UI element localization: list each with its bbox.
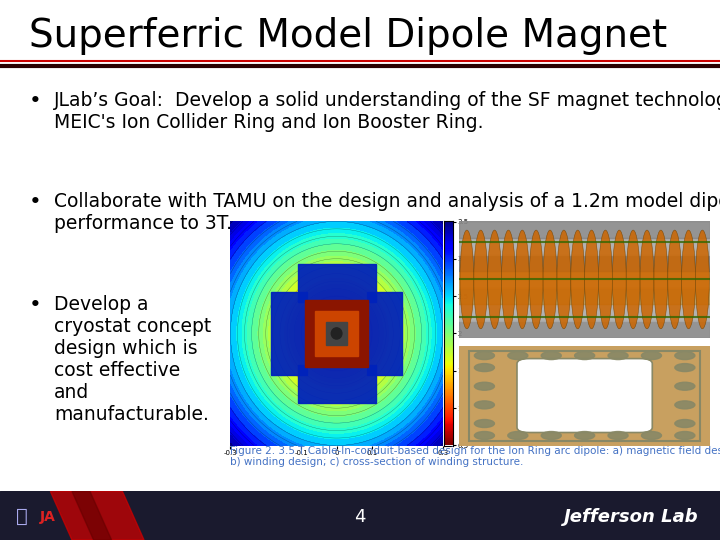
Text: •: • — [29, 192, 42, 212]
Ellipse shape — [598, 230, 612, 329]
Ellipse shape — [502, 230, 516, 329]
Bar — [297, 265, 376, 302]
Text: ⓘ: ⓘ — [16, 507, 27, 526]
Circle shape — [331, 328, 342, 339]
Ellipse shape — [543, 230, 557, 329]
Circle shape — [675, 420, 695, 428]
Circle shape — [508, 431, 528, 440]
Ellipse shape — [696, 230, 709, 329]
Bar — [326, 322, 347, 345]
Circle shape — [474, 382, 495, 390]
Circle shape — [541, 431, 562, 440]
FancyBboxPatch shape — [517, 359, 652, 433]
Bar — [459, 238, 710, 254]
Text: Develop a
cryostat concept
design which is
cost effective
and
manufacturable.: Develop a cryostat concept design which … — [54, 295, 211, 424]
Ellipse shape — [474, 230, 487, 329]
Bar — [459, 254, 710, 271]
Bar — [459, 221, 710, 238]
Ellipse shape — [557, 230, 571, 329]
Bar — [297, 365, 376, 402]
Ellipse shape — [487, 230, 501, 329]
Circle shape — [675, 431, 695, 440]
Text: •: • — [29, 295, 42, 315]
Circle shape — [675, 401, 695, 409]
Ellipse shape — [613, 230, 626, 329]
Circle shape — [474, 352, 495, 360]
Circle shape — [675, 363, 695, 372]
Circle shape — [675, 352, 695, 360]
Text: JA: JA — [40, 510, 55, 524]
Bar — [459, 321, 710, 338]
Circle shape — [508, 352, 528, 360]
Polygon shape — [50, 491, 144, 540]
Circle shape — [575, 352, 595, 360]
Ellipse shape — [668, 230, 682, 329]
Ellipse shape — [654, 230, 667, 329]
Ellipse shape — [529, 230, 543, 329]
Circle shape — [474, 420, 495, 428]
Ellipse shape — [640, 230, 654, 329]
Text: Superferric Model Dipole Magnet: Superferric Model Dipole Magnet — [29, 17, 667, 55]
Ellipse shape — [516, 230, 529, 329]
Circle shape — [541, 352, 562, 360]
Ellipse shape — [682, 230, 696, 329]
Bar — [305, 300, 369, 367]
Text: Jefferson Lab: Jefferson Lab — [564, 508, 698, 525]
Circle shape — [474, 363, 495, 372]
Ellipse shape — [585, 230, 598, 329]
Circle shape — [474, 401, 495, 409]
Circle shape — [642, 431, 662, 440]
Bar — [271, 292, 307, 375]
Bar — [366, 292, 402, 375]
Circle shape — [575, 431, 595, 440]
Circle shape — [675, 382, 695, 390]
Ellipse shape — [626, 230, 640, 329]
Circle shape — [642, 352, 662, 360]
Circle shape — [474, 431, 495, 440]
Ellipse shape — [571, 230, 585, 329]
Circle shape — [608, 431, 628, 440]
Text: 4: 4 — [354, 508, 366, 525]
Text: •: • — [29, 91, 42, 111]
Bar — [459, 288, 710, 305]
Polygon shape — [72, 491, 112, 540]
Ellipse shape — [460, 230, 474, 329]
Bar — [459, 305, 710, 321]
Text: JLab’s Goal:  Develop a solid understanding of the SF magnet technology – champi: JLab’s Goal: Develop a solid understandi… — [54, 91, 720, 132]
Text: Collaborate with TAMU on the design and analysis of a 1.2m model dipole magnet p: Collaborate with TAMU on the design and … — [54, 192, 720, 233]
Bar — [315, 311, 358, 356]
Bar — [459, 271, 710, 288]
Text: Figure 2. 3.5 T Cable-In-conduit-based design for the Ion Ring arc dipole: a) ma: Figure 2. 3.5 T Cable-In-conduit-based d… — [230, 446, 720, 467]
Circle shape — [608, 352, 628, 360]
